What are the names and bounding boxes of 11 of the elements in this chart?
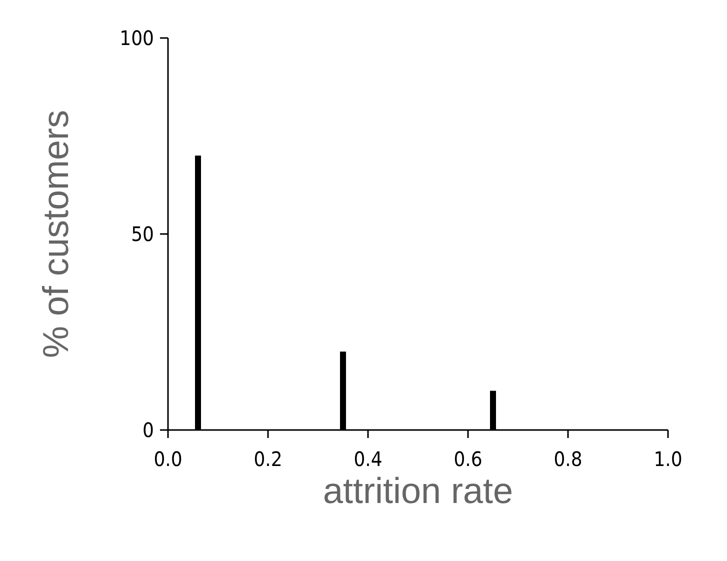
y-axis-title: % of customers (35, 110, 76, 358)
y-tick-label: 0 (142, 418, 154, 442)
y-tick-label: 50 (131, 222, 154, 246)
x-tick-label: 1.0 (654, 447, 682, 471)
y-tick-label: 100 (120, 26, 154, 50)
x-tick-label: 0.2 (254, 447, 282, 471)
x-tick-label: 0.8 (554, 447, 582, 471)
x-axis-title: attrition rate (322, 470, 514, 511)
x-tick-label: 0.0 (154, 447, 182, 471)
x-tick-label: 0.6 (454, 447, 482, 471)
x-tick-label: 0.4 (354, 447, 382, 471)
